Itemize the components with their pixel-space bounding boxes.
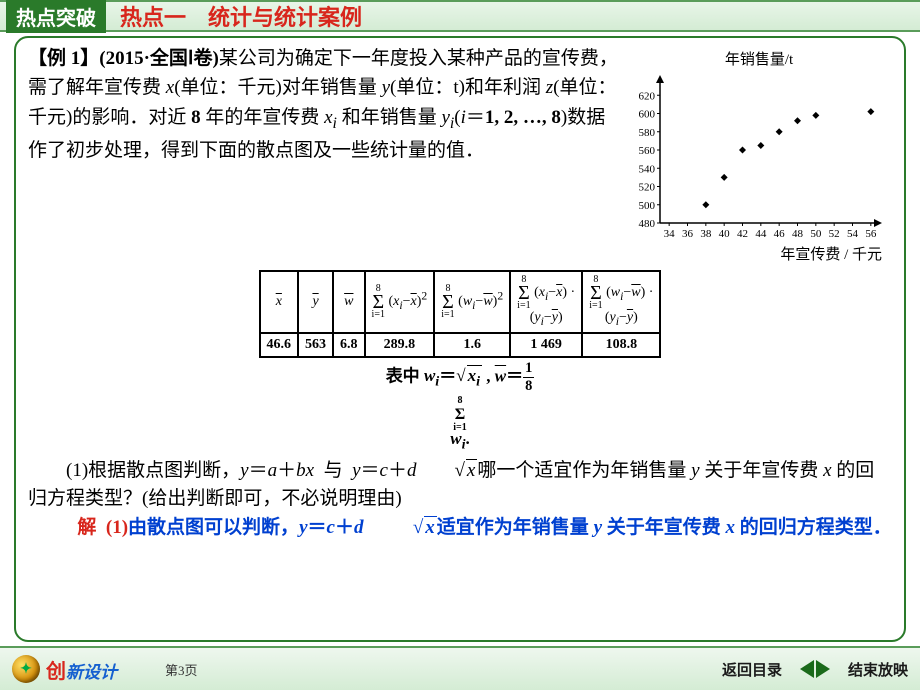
svg-text:52: 52 [829,228,840,240]
end-show-button[interactable]: 结束放映 [848,659,908,680]
footer-bar: ✦ 创新设计 第3页 返回目录 结束放映 [0,646,920,690]
svg-text:40: 40 [719,228,731,240]
back-label: 返回目录 [722,659,782,680]
back-to-toc-button[interactable]: 返回目录 [722,659,782,680]
answer-label: 解 (1) [77,517,128,538]
svg-text:600: 600 [639,109,656,121]
svg-text:520: 520 [639,182,656,194]
table-mount: xyw8Σi=1 (xi−x)28Σi=1 (wi−w)28Σi=1 (xi−x… [28,270,892,358]
svg-text:34: 34 [664,228,676,240]
problem-top-row: 【例 1】(2015·全国Ⅰ卷)某公司为确定下一年度投入某种产品的宣传费，需了解… [28,44,892,264]
header-bar: 热点突破 热点一 统计与统计案例 [0,0,920,32]
next-icon [816,660,830,678]
table-row: 46.65636.8289.81.61 469108.8 [260,333,661,357]
answer-1: 解 (1)由散点图可以判断，y＝c＋dx适宜作为年销售量 y 关于年宣传费 x … [28,514,892,542]
example-label: 【例 1】 [28,48,99,69]
svg-text:48: 48 [792,228,804,240]
td-2: 6.8 [333,333,365,357]
td-6: 108.8 [582,333,660,357]
brand: 创新设计 [46,655,117,684]
svg-text:580: 580 [639,127,656,139]
svg-text:44: 44 [755,228,767,240]
td-1: 563 [298,333,333,357]
th-4: 8Σi=1 (wi−w)2 [434,271,510,333]
nav-arrows[interactable] [800,660,830,678]
chart-ylabel: 年销售量/t [626,48,892,69]
end-label: 结束放映 [848,659,908,680]
svg-text:540: 540 [639,163,656,175]
td-4: 1.6 [434,333,510,357]
svg-text:36: 36 [682,228,694,240]
stats-table: xyw8Σi=1 (xi−x)28Σi=1 (wi−w)28Σi=1 (xi−x… [259,270,662,358]
th-3: 8Σi=1 (xi−x)2 [365,271,435,333]
th-6: 8Σi=1 (wi−w) ·(yi−y) [582,271,660,333]
page-number: 第3页 [165,660,198,679]
scatter-chart: 年销售量/t 480500520540560580600620343638404… [622,44,892,264]
content-panel: 【例 1】(2015·全国Ⅰ卷)某公司为确定下一年度投入某种产品的宣传费，需了解… [14,36,906,642]
td-0: 46.6 [260,333,299,357]
header-title: 热点一 统计与统计案例 [120,0,362,32]
svg-text:56: 56 [865,228,877,240]
svg-text:38: 38 [700,228,712,240]
svg-text:54: 54 [847,228,859,240]
th-1: y [298,271,333,333]
brand-rest: 新设计 [66,663,117,682]
header-badge: 热点突破 [6,0,106,33]
svg-text:42: 42 [737,228,748,240]
table-note: 表中 wi＝xi , w＝18 8Σi=1 wi. [28,360,892,453]
svg-text:480: 480 [639,218,656,230]
th-2: w [333,271,365,333]
prev-icon [800,660,814,678]
th-0: x [260,271,299,333]
problem-text: 【例 1】(2015·全国Ⅰ卷)某公司为确定下一年度投入某种产品的宣传费，需了解… [28,44,622,264]
chart-xlabel: 年宣传费 / 千元 [626,243,892,264]
td-5: 1 469 [510,333,582,357]
svg-text:50: 50 [810,228,822,240]
svg-text:500: 500 [639,200,656,212]
td-3: 289.8 [365,333,435,357]
scatter-svg: 480 500 520 540 560 580 600 620 34 36 38 40 42 44 46 48… [626,71,886,241]
th-5: 8Σi=1 (xi−x) ·(yi−y) [510,271,582,333]
svg-text:620: 620 [639,90,656,102]
problem-source: (2015·全国Ⅰ卷) [99,48,219,69]
svg-text:560: 560 [639,145,656,157]
table-row: xyw8Σi=1 (xi−x)28Σi=1 (wi−w)28Σi=1 (xi−x… [260,271,661,333]
logo-icon: ✦ [12,655,40,683]
question-1: (1)根据散点图判断，y＝a＋bx 与 y＝c＋dx哪一个适宜作为年销售量 y … [28,457,892,512]
brand-char-1: 创 [46,661,66,683]
svg-text:46: 46 [774,228,786,240]
